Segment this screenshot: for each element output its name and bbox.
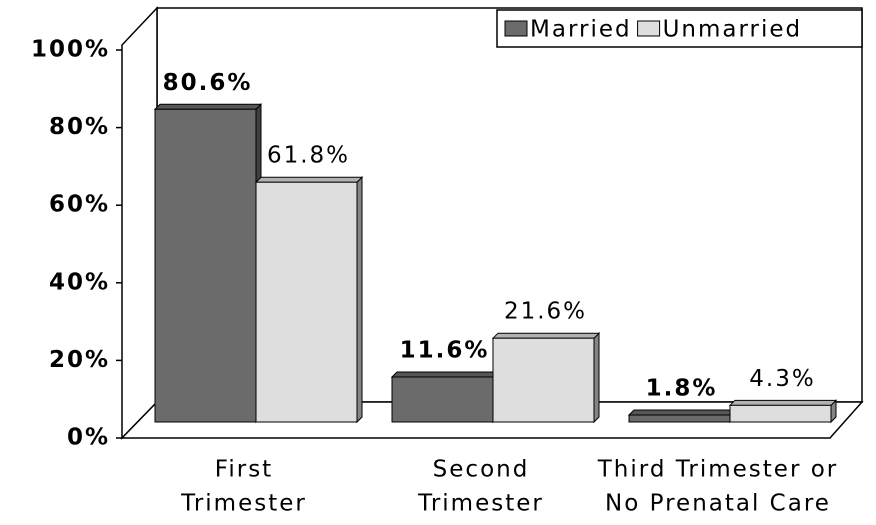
bar-face [628, 414, 731, 423]
y-tick-label: 0% [67, 425, 110, 451]
y-tick-label: 40% [49, 269, 110, 295]
bar-face [593, 331, 600, 424]
bar-face [729, 404, 832, 423]
bar [627, 408, 737, 424]
bar-face [390, 371, 500, 378]
legend-box [496, 9, 863, 48]
bar-face [492, 337, 595, 423]
x-tick-label: Trimester [417, 491, 544, 517]
bar [491, 331, 601, 424]
x-tick-label: First [215, 457, 273, 483]
value-label: 21.6% [504, 299, 587, 325]
bar-face [391, 376, 494, 423]
bar [390, 370, 500, 424]
x-tick-label: Trimester [180, 491, 307, 517]
x-tick-label: Third Trimester or [597, 457, 839, 483]
bar-face [627, 409, 737, 416]
value-label: 1.8% [646, 376, 718, 402]
bar-face [356, 176, 363, 424]
value-label: 61.8% [267, 143, 350, 169]
bar-face [255, 181, 358, 423]
x-tick-label: Second [433, 457, 530, 483]
bar-face [153, 103, 263, 110]
legend-label: Unmarried [663, 17, 803, 43]
bar-face [491, 332, 601, 339]
value-label: 11.6% [400, 337, 490, 363]
value-label: 4.3% [749, 366, 815, 392]
y-tick-label: 80% [49, 114, 110, 140]
y-tick-label: 20% [49, 347, 110, 373]
bar [728, 399, 838, 424]
legend-swatch [504, 20, 528, 37]
bar-face [254, 176, 364, 183]
y-tick-label: 100% [31, 37, 110, 63]
bar-face [154, 108, 257, 423]
bar-face [728, 399, 838, 406]
legend-label: Married [530, 17, 632, 43]
x-tick-label: No Prenatal Care [605, 491, 831, 517]
bar [254, 176, 364, 424]
side-wall [121, 6, 158, 440]
bar [153, 103, 263, 424]
value-label: 80.6% [163, 70, 253, 96]
y-tick-label: 60% [49, 192, 110, 218]
legend-swatch [637, 20, 661, 37]
